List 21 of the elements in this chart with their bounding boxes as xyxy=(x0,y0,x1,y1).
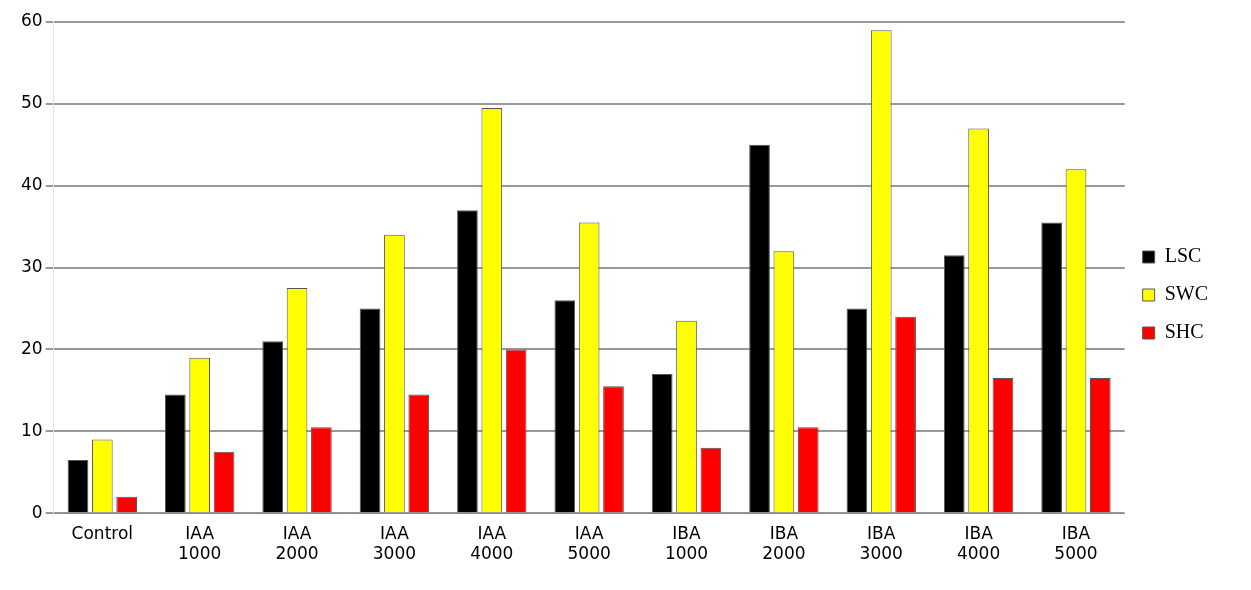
y-tick-label: 0 xyxy=(31,501,43,522)
x-tick-label: IBA 1000 xyxy=(664,522,709,564)
x-tick-label: IBA 4000 xyxy=(956,522,1001,564)
y-tick-label: 60 xyxy=(20,10,43,31)
y-tick-label: 40 xyxy=(20,174,43,195)
x-tick-label: Control xyxy=(71,522,134,543)
y-tick-label: 50 xyxy=(20,92,43,113)
x-tick-label: IAA 4000 xyxy=(470,522,514,564)
legend-label: SWC xyxy=(1164,282,1208,305)
x-tick-label: IBA 2000 xyxy=(762,522,806,564)
y-tick-label: 20 xyxy=(20,337,43,358)
x-tick-label: IBA 5000 xyxy=(1054,522,1098,564)
x-tick-label: IAA 3000 xyxy=(372,522,417,564)
x-tick-label: IBA 3000 xyxy=(859,522,903,564)
x-tick-label: IAA 2000 xyxy=(275,522,319,564)
legend-label: SHC xyxy=(1164,320,1204,343)
x-tick-label: IAA 5000 xyxy=(567,522,611,564)
y-tick-label: 10 xyxy=(20,419,43,440)
x-tick-label: IAA 1000 xyxy=(178,522,222,564)
y-tick-label: 30 xyxy=(20,256,43,277)
legend-label: LSC xyxy=(1164,244,1202,267)
